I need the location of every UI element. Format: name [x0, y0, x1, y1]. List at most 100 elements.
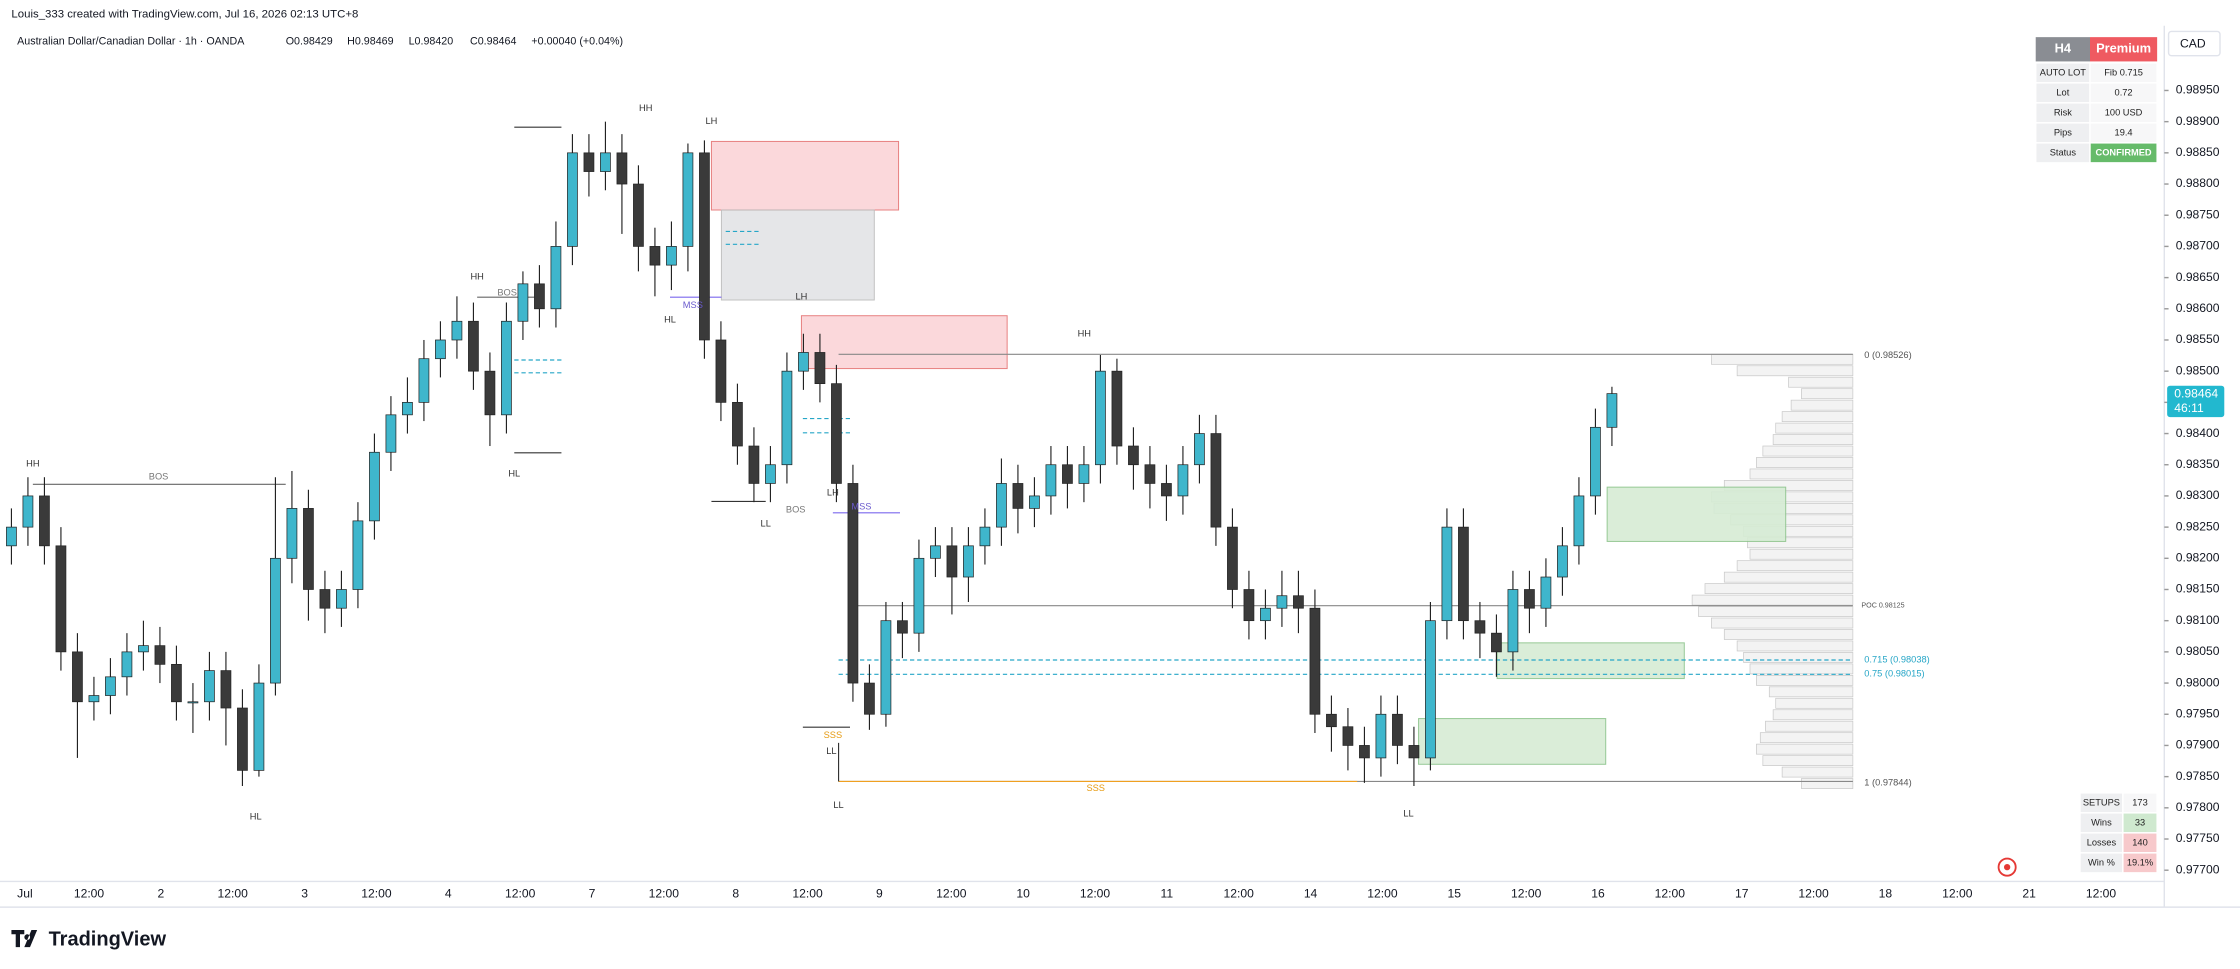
candle-body	[385, 414, 397, 453]
volume-profile-bar	[1723, 571, 1854, 583]
volume-profile-bar	[1801, 388, 1854, 400]
y-tick-label: 0.98400	[2176, 426, 2220, 440]
info-value: 19.4	[2115, 127, 2133, 137]
candle-body	[897, 620, 908, 634]
y-tick-label: 0.98100	[2176, 613, 2220, 627]
candle-body	[1078, 464, 1090, 484]
price-badge-countdown: 46:11	[2174, 401, 2204, 415]
candle-body	[781, 370, 793, 466]
level-label: 0.715 (0.98038)	[1864, 654, 1929, 664]
tier-cell	[2090, 37, 2158, 62]
structure-label: HH	[26, 459, 39, 469]
x-tick-label: 12:00	[936, 886, 967, 900]
price-badge-value: 0.98464	[2174, 386, 2218, 400]
volume-profile-bar	[1736, 365, 1854, 377]
candle-body	[517, 283, 529, 322]
candle-body	[1276, 595, 1288, 609]
candle-body	[963, 545, 974, 578]
x-tick-label: 12:00	[649, 886, 680, 900]
x-tick-label: 12:00	[1224, 886, 1255, 900]
structure-label: HH	[1078, 329, 1091, 339]
y-tick-label: 0.98350	[2176, 457, 2220, 471]
y-tick-label: 0.97700	[2176, 862, 2220, 876]
x-tick-label: 12:00	[1798, 886, 1829, 900]
y-tick-label: 0.98300	[2176, 488, 2220, 502]
volume-profile-bar	[1743, 652, 1854, 663]
quote-item: +0.00040 (+0.04%)	[531, 35, 623, 47]
candle-body	[633, 183, 644, 247]
candle-body	[1425, 620, 1436, 759]
candle-body	[1590, 426, 1601, 497]
x-tick-label: Jul	[17, 886, 33, 900]
structure-label: LH	[827, 487, 839, 497]
y-tick-label: 0.98850	[2176, 145, 2220, 159]
candle-body	[996, 483, 1007, 528]
x-tick-label: 2	[157, 886, 164, 900]
info-label: Pips	[2054, 127, 2072, 137]
volume-profile-bar	[1736, 640, 1854, 652]
candle-body	[253, 682, 265, 771]
candle-body	[319, 589, 331, 609]
symbol: Australian Dollar/Canadian Dollar · 1h ·…	[17, 35, 245, 47]
candle-body	[831, 383, 842, 484]
volume-profile-bar	[1772, 709, 1854, 721]
record-icon	[1997, 857, 2017, 877]
candle-body	[979, 526, 991, 547]
x-tick-label: 18	[1879, 886, 1893, 900]
structure-label: LL	[826, 746, 836, 756]
structure-label: SSS	[1086, 783, 1105, 793]
candle-body	[1095, 370, 1106, 466]
volume-profile-bar	[1788, 376, 1854, 388]
level-label: 0 (0.98526)	[1864, 350, 1911, 360]
y-tick-label: 0.98000	[2176, 675, 2220, 689]
x-tick-label: 12:00	[1511, 886, 1542, 900]
quote-item: O0.98429	[286, 35, 333, 47]
y-tick-label: 0.98200	[2176, 551, 2220, 565]
x-tick-label: 21	[2022, 886, 2036, 900]
volume-profile-bar	[1759, 732, 1854, 744]
volume-profile-bar	[1801, 778, 1854, 789]
candle-body	[1045, 464, 1057, 497]
quote-item: H0.98469	[347, 35, 393, 47]
info-value: CONFIRMED	[2096, 147, 2152, 157]
candle-body	[88, 695, 100, 703]
candle-body	[1359, 745, 1370, 759]
candle-body	[1573, 495, 1585, 547]
currency: CAD	[2180, 36, 2206, 50]
candle-body	[22, 495, 34, 528]
info-label: Status	[2050, 147, 2077, 157]
x-tick-label: 12:00	[361, 886, 392, 900]
stats-label: Wins	[2091, 817, 2112, 827]
structure-label: MSS	[851, 502, 871, 512]
zone	[800, 315, 1008, 370]
volume-profile-bar	[1756, 743, 1854, 755]
candle-body	[814, 352, 826, 385]
y-tick-label: 0.98650	[2176, 270, 2220, 284]
volume-profile-bar	[1698, 606, 1854, 617]
candle-body	[1128, 445, 1139, 466]
candle-body	[1260, 607, 1271, 622]
volume-profile-bar	[1775, 422, 1854, 434]
y-tick-label: 0.98750	[2176, 207, 2220, 221]
candle-body	[220, 670, 232, 709]
x-tick-label: 7	[589, 886, 596, 900]
structure-label: HL	[508, 469, 520, 479]
candle-body	[666, 246, 677, 266]
y-tick-label: 0.98550	[2176, 332, 2220, 346]
candle-body	[1029, 495, 1040, 509]
candle-body	[187, 701, 199, 704]
y-tick-label: 0.97800	[2176, 800, 2220, 814]
volume-profile-bar	[1765, 720, 1854, 732]
structure-label: LL	[761, 519, 771, 529]
volume-profile-bar	[1762, 755, 1854, 766]
candle-body	[1326, 713, 1337, 728]
quote-item: C0.98464	[470, 35, 516, 47]
y-tick-label: 0.98700	[2176, 239, 2220, 253]
candle-body	[55, 545, 67, 653]
x-tick-label: 10	[1016, 886, 1030, 900]
candle-body	[946, 545, 958, 578]
candle-body	[1194, 433, 1205, 466]
x-tick-label: 11	[1161, 886, 1174, 900]
x-tick-label: 12:00	[505, 886, 536, 900]
stats-value-cell	[2122, 852, 2158, 874]
